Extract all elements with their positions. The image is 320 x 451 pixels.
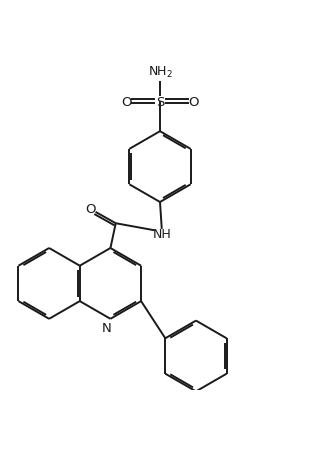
Text: S: S (156, 95, 164, 108)
Text: NH$_2$: NH$_2$ (148, 65, 172, 80)
Text: NH: NH (152, 228, 171, 241)
Text: O: O (188, 95, 199, 108)
Text: O: O (121, 95, 132, 108)
Text: N: N (102, 322, 112, 335)
Text: O: O (85, 202, 95, 216)
